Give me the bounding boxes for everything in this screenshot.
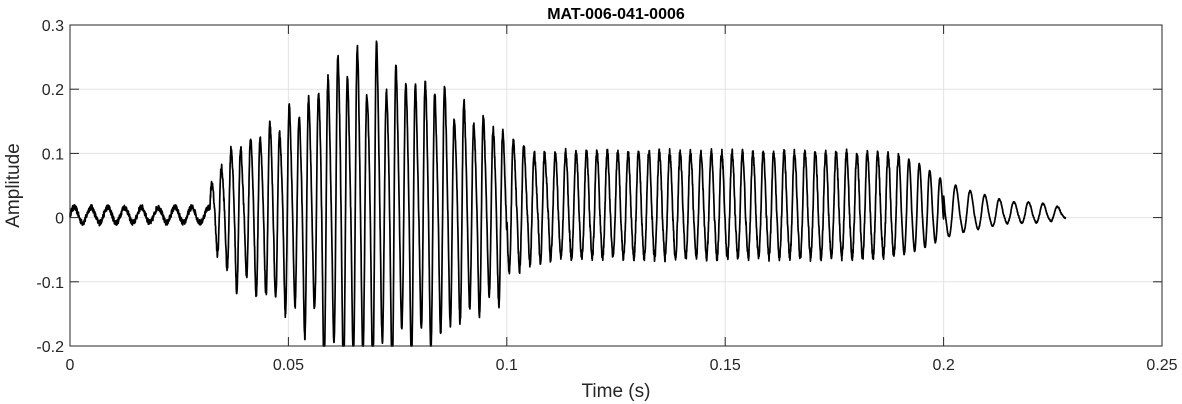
x-tick-label-5: 0.25 [1146, 357, 1177, 374]
y-tick-label-5: 0.3 [42, 18, 64, 35]
x-tick-label-2: 0.1 [496, 357, 518, 374]
chart-title: MAT-006-041-0006 [547, 6, 685, 23]
y-tick-label-3: 0.1 [42, 146, 64, 163]
plot-area-frame [69, 24, 1163, 347]
y-tick-label-0: -0.2 [36, 339, 64, 356]
y-tick-label-1: -0.1 [36, 275, 64, 292]
x-tick-label-4: 0.2 [932, 357, 954, 374]
y-axis-label: Amplitude [3, 143, 24, 228]
x-axis-label: Time (s) [582, 381, 651, 402]
x-tick-label-1: 0.05 [273, 357, 304, 374]
axis-ticks [69, 24, 1163, 347]
x-tick-label-3: 0.15 [710, 357, 741, 374]
y-tick-label-2: 0 [55, 211, 64, 228]
y-tick-label-4: 0.2 [42, 82, 64, 99]
amplitude-series-line [69, 40, 1067, 347]
signal-layer [69, 40, 1067, 347]
x-tick-label-0: 0 [66, 357, 75, 374]
tick-labels: 0 0.05 0.1 0.15 0.2 0.25 -0.2 -0.1 0 0.1 0.2 0.3 [36, 18, 1177, 374]
